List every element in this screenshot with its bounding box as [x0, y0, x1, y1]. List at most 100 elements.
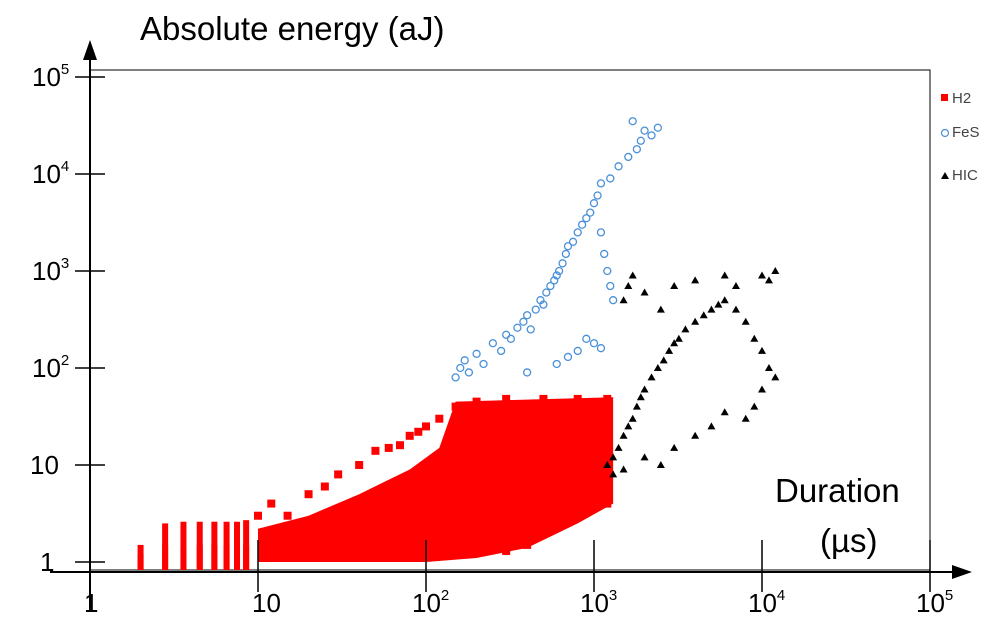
h2-point [603, 394, 612, 403]
fes-point [554, 266, 564, 276]
hic-point [771, 373, 780, 381]
hic-point [691, 317, 700, 325]
fes-point [531, 305, 540, 314]
x-tick-label: 10 [252, 588, 281, 618]
fes-point [561, 249, 571, 259]
h2-point [137, 554, 144, 570]
fes-point [636, 136, 645, 145]
hic-point [707, 422, 716, 430]
hic-point [670, 339, 679, 347]
legend-label-fes: FeS [952, 124, 980, 141]
y-tick-label: 104 [32, 158, 69, 189]
fes-point [596, 179, 606, 188]
fes-point [640, 126, 649, 135]
fes-point [653, 123, 663, 132]
hic-point [609, 470, 618, 478]
hic-point [758, 385, 766, 393]
h2-point [254, 511, 262, 520]
hic-point [647, 373, 656, 381]
fes-point [603, 266, 612, 276]
hic-point [731, 282, 740, 290]
hic-point [764, 276, 773, 284]
fes-point [563, 352, 573, 362]
hic-point [731, 305, 740, 313]
h2-point [283, 511, 292, 520]
hic-point [670, 443, 679, 451]
h2-point [451, 402, 460, 411]
h2-point [162, 544, 169, 570]
fes-point [451, 373, 460, 382]
hic-point [670, 282, 679, 290]
hic-point [628, 414, 637, 422]
fes-point [606, 281, 615, 291]
fes-point [582, 214, 591, 223]
data-layer [137, 117, 780, 570]
fes-point [526, 325, 535, 334]
fes-point [582, 334, 591, 343]
h2-point [573, 490, 582, 499]
hic-point [750, 402, 759, 410]
h2-point [414, 427, 423, 436]
hic-point [656, 305, 665, 313]
legend-marker-hic [941, 172, 949, 179]
h2-point [539, 394, 548, 403]
hic-point [714, 300, 723, 308]
hic-point [636, 393, 645, 401]
x-axis-title-line2: (µs) [820, 522, 878, 559]
fes-point [628, 117, 637, 126]
fes-point [464, 368, 474, 377]
h2-point [334, 470, 343, 479]
hic-point [628, 271, 637, 279]
fes-point [614, 162, 623, 171]
hic-point [741, 317, 750, 325]
fes-point [542, 288, 551, 297]
hic-point [699, 311, 708, 319]
fes-point [506, 334, 516, 343]
fes-point [577, 220, 587, 229]
y-tick-label: 10 [30, 450, 59, 480]
h2-point [304, 490, 313, 499]
legend-marker-h2 [941, 94, 948, 101]
hic-point [609, 453, 618, 461]
fes-point [496, 346, 506, 356]
h2-point [234, 544, 241, 570]
fes-point [539, 300, 548, 309]
legend-label-hic: HIC [952, 167, 978, 184]
hic-point [624, 422, 633, 430]
hic-point [632, 402, 641, 410]
x-axis-arrow [952, 565, 972, 579]
h2-point [573, 394, 582, 403]
y-tick-label: 105 [32, 61, 69, 92]
fes-point [522, 311, 532, 320]
h2-point [472, 397, 481, 406]
x-tick-label: 102 [412, 587, 449, 618]
hic-point [665, 346, 674, 354]
fes-point [600, 249, 609, 259]
hic-point [656, 461, 665, 468]
fes-point [573, 228, 582, 237]
fes-point [479, 359, 488, 369]
y-axis-arrow [83, 40, 97, 60]
fes-point [550, 276, 559, 285]
fes-point [522, 368, 532, 377]
fes-point [647, 131, 656, 140]
hic-point [691, 276, 700, 284]
y-axis-title: Absolute energy (aJ) [140, 10, 445, 47]
fes-point [558, 259, 567, 268]
h2-point [502, 394, 511, 403]
hic-point [750, 334, 759, 342]
fes-point [552, 359, 561, 369]
fes-point [456, 363, 465, 373]
h2-point [384, 443, 393, 452]
h2-point [395, 441, 404, 450]
legend-label-h2: H2 [952, 90, 971, 107]
x-tick-label: 105 [916, 587, 953, 618]
x-tick-label: 103 [580, 587, 617, 618]
hic-point [603, 461, 612, 468]
h2-point [472, 528, 481, 537]
y-tick-label: 103 [32, 255, 69, 286]
fes-point [472, 349, 481, 358]
hic-point [659, 356, 668, 364]
h2-cloud-region [258, 397, 614, 562]
